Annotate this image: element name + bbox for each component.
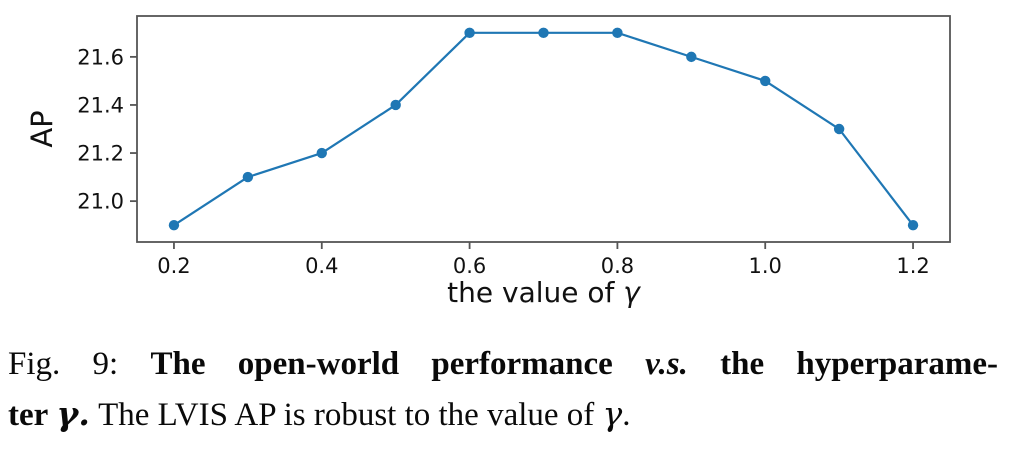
figure-label: Fig. 9: xyxy=(8,346,119,382)
data-point-marker xyxy=(390,99,401,111)
caption-vs-text: v.s. xyxy=(645,346,688,382)
caption-line-2: ter γ. The LVIS AP is robust to the valu… xyxy=(8,389,998,440)
caption-bold-text: The open-world performance xyxy=(150,346,613,382)
caption-period: . xyxy=(622,397,631,433)
x-tick-label: 0.4 xyxy=(305,254,338,278)
data-point-marker xyxy=(760,75,771,87)
line-chart: 0.2 0.4 0.6 0.8 1.0 1.2 21.0 21.2 21.4 21.6 the va… xyxy=(25,15,951,309)
y-tick-label: 21.0 xyxy=(77,190,124,214)
x-tick-label: 0.8 xyxy=(601,254,634,278)
data-point-marker xyxy=(833,123,845,135)
data-point-marker xyxy=(907,219,919,231)
caption-regular-text: The LVIS AP is robust to the value of xyxy=(98,397,595,433)
data-point-marker xyxy=(538,27,549,39)
x-tick-label: 1.0 xyxy=(749,254,782,278)
series-line xyxy=(172,31,915,227)
x-tick-label: 0.2 xyxy=(157,254,190,278)
caption-gamma-symbol: γ. xyxy=(56,394,90,433)
x-axis-label: the value of γ xyxy=(447,276,641,309)
caption-gamma-symbol: γ xyxy=(602,394,623,433)
data-point-marker xyxy=(242,171,254,183)
x-tick-label: 1.2 xyxy=(896,254,929,278)
caption-bold-text: ter xyxy=(8,397,49,433)
plot-border xyxy=(136,15,951,243)
caption-line-1: Fig. 9: The open-world performance v.s. … xyxy=(8,340,998,389)
chart-area: 0.2 0.4 0.6 0.8 1.0 1.2 21.0 21.2 21.4 21.6 the va… xyxy=(25,15,951,309)
y-tick-label: 21.6 xyxy=(77,45,124,69)
data-point-marker xyxy=(612,27,623,39)
data-point-marker xyxy=(464,27,475,39)
data-point-marker xyxy=(168,219,180,231)
data-point-marker xyxy=(686,51,697,63)
x-tick-label: 0.6 xyxy=(453,254,486,278)
y-axis-label: AP xyxy=(25,110,59,147)
y-tick-label: 21.4 xyxy=(77,93,124,117)
data-point-marker xyxy=(316,147,327,159)
y-tick-label: 21.2 xyxy=(77,142,124,166)
figure-caption: Fig. 9: The open-world performance v.s. … xyxy=(8,340,998,440)
caption-bold-text: the hyperparame- xyxy=(720,346,999,382)
